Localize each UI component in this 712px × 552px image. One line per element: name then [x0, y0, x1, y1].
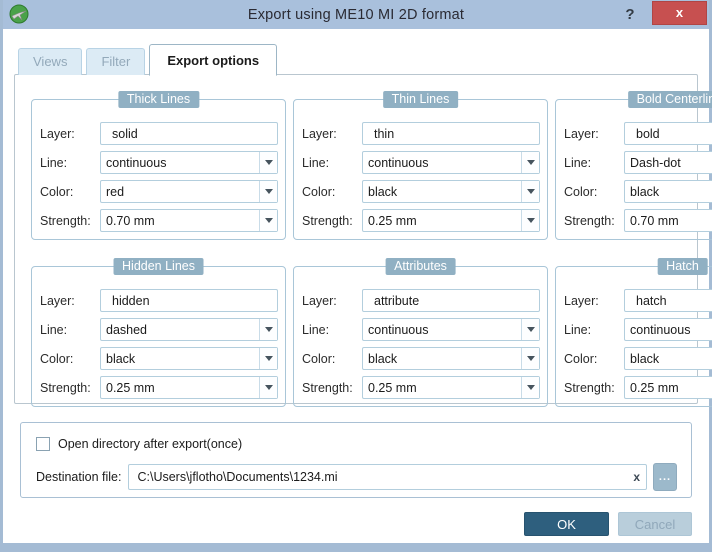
color-label: Color: — [302, 184, 336, 199]
color-combo[interactable]: black — [624, 180, 712, 203]
titlebar: Export using ME10 MI 2D format ? x — [3, 0, 709, 29]
layer-input[interactable] — [362, 289, 540, 312]
group-thick-lines: Thick Lines Layer: Line: continuous Colo… — [31, 91, 286, 240]
group-hatch: Hatch Layer: Line: continuous Color: — [555, 258, 712, 407]
color-label: Color: — [40, 351, 74, 366]
layer-input[interactable] — [362, 122, 540, 145]
line-label: Line: — [302, 322, 330, 337]
layer-label: Layer: — [564, 126, 599, 141]
chevron-down-icon[interactable] — [521, 319, 539, 340]
group-title: Attributes — [385, 258, 456, 275]
strength-combo[interactable]: 0.70 mm — [624, 209, 712, 232]
group-attributes: Attributes Layer: Line: continuous Color… — [293, 258, 548, 407]
strength-combo[interactable]: 0.70 mm — [100, 209, 278, 232]
chevron-down-icon[interactable] — [259, 152, 277, 173]
line-label: Line: — [564, 322, 592, 337]
line-label: Line: — [40, 155, 68, 170]
line-label: Line: — [40, 322, 68, 337]
color-combo[interactable]: black — [100, 347, 278, 370]
color-combo[interactable]: black — [362, 180, 540, 203]
strength-label: Strength: — [302, 380, 353, 395]
strength-combo[interactable]: 0.25 mm — [100, 376, 278, 399]
color-label: Color: — [564, 351, 598, 366]
line-combo[interactable]: Dash-dot — [624, 151, 712, 174]
browse-button[interactable]: ... — [653, 463, 677, 491]
strength-combo[interactable]: 0.25 mm — [362, 376, 540, 399]
group-title: Hidden Lines — [113, 258, 204, 275]
tab-bar: Views Filter Export options — [14, 44, 698, 76]
layer-input[interactable] — [624, 289, 712, 312]
group-bold-centerlines: Bold Centerlines Layer: Line: Dash-dot C… — [555, 91, 712, 240]
color-label: Color: — [564, 184, 598, 199]
destination-section: Open directory after export(once) Destin… — [20, 422, 692, 498]
chevron-down-icon[interactable] — [521, 348, 539, 369]
dialog-title: Export using ME10 MI 2D format — [247, 6, 465, 23]
help-button[interactable]: ? — [619, 3, 641, 25]
color-label: Color: — [40, 184, 74, 199]
chevron-down-icon[interactable] — [521, 210, 539, 231]
open-directory-checkbox[interactable] — [36, 437, 50, 451]
export-options-panel: Thick Lines Layer: Line: continuous Colo… — [14, 74, 712, 407]
layer-input[interactable] — [100, 122, 278, 145]
line-combo[interactable]: continuous — [362, 151, 540, 174]
layer-input[interactable] — [624, 122, 712, 145]
strength-combo[interactable]: 0.25 mm — [362, 209, 540, 232]
line-combo[interactable]: continuous — [100, 151, 278, 174]
ok-button[interactable]: OK — [524, 512, 609, 536]
chevron-down-icon[interactable] — [521, 181, 539, 202]
layer-input[interactable] — [100, 289, 278, 312]
chevron-down-icon[interactable] — [521, 152, 539, 173]
tab-export-options[interactable]: Export options — [149, 44, 278, 76]
destination-file-label: Destination file: — [36, 470, 122, 484]
action-buttons: OK Cancel — [14, 512, 692, 536]
line-label: Line: — [564, 155, 592, 170]
close-button[interactable]: x — [652, 1, 707, 25]
group-title: Hatch — [657, 258, 708, 275]
color-combo[interactable]: black — [362, 347, 540, 370]
strength-label: Strength: — [40, 380, 91, 395]
clear-input-icon[interactable]: x — [633, 470, 640, 484]
group-title: Thick Lines — [117, 91, 200, 108]
group-title: Thin Lines — [382, 91, 459, 108]
layer-label: Layer: — [564, 293, 599, 308]
strength-label: Strength: — [40, 213, 91, 228]
line-combo[interactable]: dashed — [100, 318, 278, 341]
layer-label: Layer: — [40, 293, 75, 308]
group-title: Bold Centerlines — [627, 91, 712, 108]
line-label: Line: — [302, 155, 330, 170]
destination-file-input[interactable] — [128, 464, 647, 490]
color-combo[interactable]: red — [100, 180, 278, 203]
line-combo[interactable]: continuous — [624, 318, 712, 341]
strength-label: Strength: — [564, 380, 615, 395]
dialog-body: Views Filter Export options Thick Lines … — [3, 29, 712, 543]
layer-label: Layer: — [302, 293, 337, 308]
chevron-down-icon[interactable] — [259, 377, 277, 398]
groups-grid: Thick Lines Layer: Line: continuous Colo… — [31, 91, 712, 407]
app-icon — [9, 4, 29, 24]
open-directory-label: Open directory after export(once) — [58, 437, 243, 451]
group-hidden-lines: Hidden Lines Layer: Line: dashed Color: — [31, 258, 286, 407]
cancel-button[interactable]: Cancel — [618, 512, 692, 536]
color-combo[interactable]: black — [624, 347, 712, 370]
group-thin-lines: Thin Lines Layer: Line: continuous Color… — [293, 91, 548, 240]
chevron-down-icon[interactable] — [259, 319, 277, 340]
layer-label: Layer: — [40, 126, 75, 141]
chevron-down-icon[interactable] — [521, 377, 539, 398]
strength-label: Strength: — [302, 213, 353, 228]
tab-filter[interactable]: Filter — [86, 48, 146, 75]
tab-views[interactable]: Views — [18, 48, 83, 75]
chevron-down-icon[interactable] — [259, 348, 277, 369]
layer-label: Layer: — [302, 126, 337, 141]
chevron-down-icon[interactable] — [259, 210, 277, 231]
strength-label: Strength: — [564, 213, 615, 228]
chevron-down-icon[interactable] — [259, 181, 277, 202]
color-label: Color: — [302, 351, 336, 366]
line-combo[interactable]: continuous — [362, 318, 540, 341]
strength-combo[interactable]: 0.25 mm — [624, 376, 712, 399]
